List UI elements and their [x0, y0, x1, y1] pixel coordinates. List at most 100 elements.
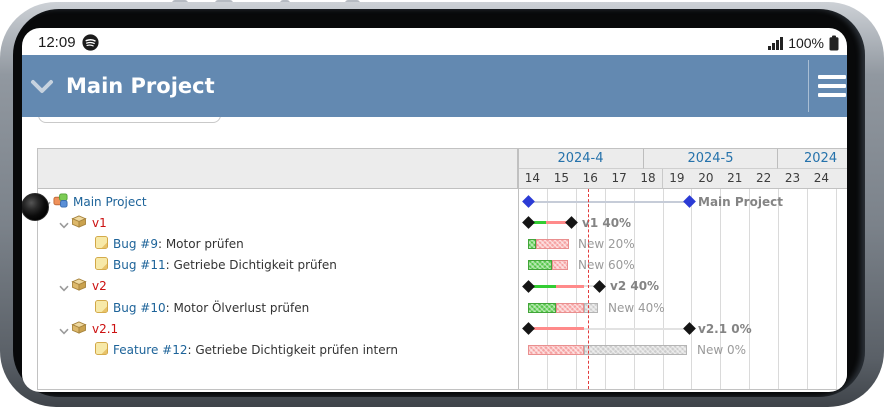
task-late-bar	[536, 239, 569, 249]
tree-row: Bug #10: Motor Ölverlust prüfen	[39, 297, 517, 318]
timeline-week-cell: 14	[518, 169, 548, 189]
package-icon	[71, 321, 87, 337]
tree-chart-divider	[518, 149, 519, 389]
issue-icon	[95, 299, 108, 316]
gantt-bar-label: v2.1 0%	[698, 321, 752, 336]
project-line	[528, 200, 689, 203]
task-todo-bar	[584, 302, 598, 313]
battery-icon	[829, 35, 839, 50]
gantt-bar-label: New 60%	[578, 258, 635, 273]
timeline-week-cell: 18	[633, 169, 664, 189]
gantt-bar-label: v2 40%	[610, 279, 660, 294]
version-start-diamond	[521, 322, 535, 336]
version-end-diamond	[682, 322, 696, 336]
gantt-bar-label: New 20%	[578, 237, 635, 251]
timeline-week-cell: 16	[575, 169, 606, 189]
tree-expander-icon[interactable]	[59, 285, 69, 292]
timeline-week-cell: 19	[662, 169, 693, 189]
timeline-month-cell: 2024-5	[644, 149, 778, 169]
package-icon	[71, 215, 87, 231]
tree-expander[interactable]	[59, 218, 69, 229]
collapse-chevron-icon[interactable]	[30, 79, 54, 94]
version-late-line	[556, 284, 584, 288]
task-late-bar	[528, 345, 584, 355]
version-package-icon	[71, 321, 87, 334]
today-marker-line	[588, 189, 589, 389]
timeline-month-cell: 2024	[778, 149, 847, 169]
spotify-notification-icon	[81, 34, 99, 51]
version-package-icon	[71, 278, 87, 292]
issue-card-icon	[95, 299, 108, 313]
timeline-week-cell: 17	[604, 169, 635, 189]
task-todo-bar	[584, 345, 687, 355]
status-time: 12:09	[38, 34, 76, 51]
tree-expander[interactable]	[59, 281, 69, 292]
tree-expander[interactable]	[59, 324, 69, 335]
project-end-diamond	[682, 195, 696, 208]
version-done-line	[530, 284, 556, 288]
hamburger-menu-button[interactable]	[818, 72, 846, 100]
issue-link[interactable]: Feature #12	[113, 342, 188, 357]
issue-subject: : Motor Ölverlust prüfen	[165, 300, 310, 315]
project-icon	[53, 193, 68, 208]
tree-row: Main Project	[39, 191, 517, 212]
tree-row: Bug #11: Getriebe Dichtigkeit prüfen	[39, 255, 517, 276]
project-start-diamond	[521, 195, 535, 208]
version-late-line	[530, 327, 584, 331]
task-done-bar	[528, 260, 552, 271]
issue-link[interactable]: Bug #11	[113, 258, 166, 273]
gantt-bar-label: New 40%	[608, 300, 665, 315]
issue-icon	[95, 235, 108, 252]
gantt-bar-label: New 0%	[697, 343, 747, 357]
issue-icon	[95, 341, 108, 358]
tree-expander-icon[interactable]	[59, 328, 69, 335]
issue-link[interactable]: Bug #9	[113, 236, 158, 251]
package-icon	[71, 278, 87, 294]
issue-subject: : Motor prüfen	[157, 236, 244, 251]
week-gridline	[807, 189, 808, 389]
phone-screen: 12:09 100%	[22, 28, 847, 392]
week-gridline	[835, 189, 837, 389]
tree-row: Bug #9: Motor prüfen	[39, 233, 517, 254]
issue-icon	[95, 257, 108, 273]
gantt-bar-label: v1 40%	[582, 215, 632, 230]
timeline-week-cell: 20	[691, 169, 722, 189]
gantt-table: 2024-4 2024-5 2024 14 15 16 17 18 19 20 21 22 23 24 M…	[37, 148, 847, 390]
timeline-week-cell	[835, 169, 847, 189]
app-bar: Main Project	[22, 55, 847, 117]
week-gridline	[749, 189, 751, 389]
issue-link[interactable]: Bug #10	[113, 300, 166, 315]
issue-subject: : Getriebe Dichtigkeit prüfen	[165, 258, 337, 273]
version-todo-line	[584, 285, 597, 288]
issue-subject: : Getriebe Dichtigkeit prüfen intern	[187, 342, 398, 357]
project-icon	[53, 193, 68, 211]
page-title: Main Project	[66, 74, 215, 98]
version-link[interactable]: v2.1	[92, 321, 119, 336]
status-bar: 12:09 100%	[22, 28, 847, 55]
tree-row: v2.1	[39, 318, 517, 339]
issue-card-icon	[95, 341, 108, 355]
version-todo-line	[584, 327, 687, 330]
front-camera	[22, 193, 49, 221]
signal-strength-icon	[768, 36, 784, 50]
timeline-week-cell: 23	[778, 169, 808, 189]
tree-expander-icon[interactable]	[59, 222, 69, 229]
week-gridline	[778, 189, 780, 389]
tree-row: v2	[39, 276, 517, 297]
task-done-bar	[528, 239, 536, 249]
version-start-diamond	[521, 280, 535, 293]
week-gridline	[691, 189, 693, 389]
gantt-tree-header-cell	[38, 149, 518, 189]
timeline-week-cell: 21	[720, 169, 751, 189]
task-late-bar	[552, 260, 568, 271]
timeline-month-cell: 2024-4	[518, 149, 644, 169]
timeline-week-cell: 24	[807, 169, 837, 189]
version-link[interactable]: v1	[92, 215, 107, 230]
version-link[interactable]: v2	[92, 279, 107, 294]
project-link[interactable]: Main Project	[73, 194, 147, 209]
week-gridline	[720, 189, 722, 389]
issue-card-icon	[95, 257, 108, 271]
task-late-bar	[556, 302, 584, 313]
tree-row: v1	[39, 212, 517, 233]
week-gridline	[575, 189, 577, 389]
